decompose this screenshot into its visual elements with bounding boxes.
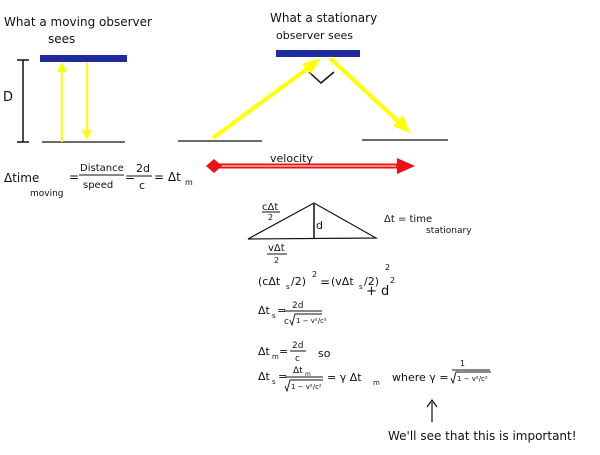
note-arrow-head <box>426 398 438 408</box>
triangle-bottom-den: 2 <box>274 256 279 265</box>
eq-moving-subscript: moving <box>30 189 64 199</box>
gamma-radical <box>450 371 491 385</box>
pyth-left: (cΔt <box>258 275 281 288</box>
tm-so: so <box>318 347 331 360</box>
ts-lhs: Δt <box>258 304 271 317</box>
tm-equals: = <box>279 345 288 358</box>
pyth-square-1: 2 <box>312 270 317 279</box>
light-ray-diagonal-down <box>328 56 403 126</box>
pyth-right: (vΔt <box>331 275 354 288</box>
tm-lhs-subscript: m <box>272 353 279 361</box>
moving-heading-line2: sees <box>48 32 75 46</box>
eq-delta-time: Δtime <box>4 171 39 185</box>
final-num-subscript: m <box>305 371 311 378</box>
importance-note: We'll see that this is important! <box>388 429 577 443</box>
where-gamma: where γ = <box>392 371 449 384</box>
time-definition-line1: Δt = time <box>384 214 432 225</box>
light-ray-diagonal-up <box>211 64 313 140</box>
final-den-root: 1 − v²/c² <box>291 383 322 391</box>
stationary-light-rays <box>211 56 410 140</box>
note-arrow <box>426 398 438 422</box>
tm-lhs: Δt <box>258 345 271 358</box>
gamma-den-root: 1 − v²/c² <box>457 375 488 383</box>
final-equals: = <box>278 370 287 383</box>
eq-equals-1: = <box>69 170 79 184</box>
pyth-right-close: /2) <box>364 275 379 288</box>
final-lhs-subscript: s <box>272 378 276 386</box>
distance-dimension: D <box>3 59 29 143</box>
eq-equals-2: = <box>125 170 135 184</box>
distance-label: D <box>3 90 13 105</box>
ts-radical <box>289 313 322 327</box>
pyth-equals: = <box>320 275 330 289</box>
velocity-arrow: velocity <box>206 152 415 174</box>
delta-ts-equation: Δt s = 2d c 1 − v²/c² <box>258 301 327 327</box>
delta-tm-equation: Δt m = 2d c so <box>258 341 331 364</box>
time-dilation-equation: Δt s = Δt m 1 − v²/c² = γ Δt m where γ =… <box>258 359 491 393</box>
pyth-right-subscript: s <box>359 283 363 291</box>
final-lhs: Δt <box>258 370 271 383</box>
ts-den-c: c <box>284 317 289 327</box>
tm-num: 2d <box>292 341 303 351</box>
pyth-left-subscript: s <box>286 283 290 291</box>
moving-light-rays <box>57 62 92 142</box>
velocity-label: velocity <box>270 152 313 165</box>
triangle-bottom-num: vΔt <box>268 243 285 254</box>
gamma-num: 1 <box>460 359 465 368</box>
stationary-mirror <box>276 50 360 57</box>
light-ray-down-head <box>82 130 92 140</box>
velocity-arrow-head <box>397 158 415 174</box>
moving-time-equation: Δtime moving = Distance speed = 2d c = Δ… <box>4 162 193 199</box>
pyth-left-close: /2) <box>291 275 306 288</box>
light-ray-diagonal-down-head <box>393 115 410 133</box>
stationary-heading-line1: What a stationary <box>270 11 377 25</box>
triangle-d: d <box>316 219 323 232</box>
ts-num: 2d <box>292 301 303 311</box>
final-gamma-subscript: m <box>373 379 380 387</box>
tm-den: c <box>295 354 300 364</box>
eq-2d: 2d <box>136 162 150 175</box>
final-num: Δt <box>293 366 303 376</box>
pyth-square-3: 2 <box>390 276 395 285</box>
velocity-arrow-tail <box>206 159 222 173</box>
light-ray-diagonal-up-head <box>302 58 321 74</box>
eq-speed: speed <box>83 180 113 191</box>
reflection-angle-marker <box>308 71 335 84</box>
triangle-outline <box>247 202 379 240</box>
pyth-square-2: 2 <box>385 263 390 272</box>
time-definition-line2: stationary <box>426 226 472 236</box>
eq-c: c <box>139 179 145 192</box>
ts-equals: = <box>277 304 286 317</box>
eq-result-subscript: m <box>185 178 193 187</box>
final-radical <box>284 379 323 393</box>
triangle-top-num: cΔt <box>262 202 278 213</box>
triangle-top-den: 2 <box>268 213 273 222</box>
moving-mirror <box>40 55 127 62</box>
pyth-plus-d: + d <box>366 284 389 299</box>
ts-den-root: 1 − v²/c² <box>296 317 327 325</box>
stationary-heading-line2: observer sees <box>276 29 353 42</box>
final-gamma: = γ Δt <box>327 371 362 384</box>
eq-distance: Distance <box>80 163 124 174</box>
pythagoras-equation: (cΔt s /2) 2 = (vΔt s /2) 2 + d 2 <box>258 263 395 299</box>
light-ray-up-head <box>57 62 67 72</box>
ts-lhs-subscript: s <box>272 312 276 320</box>
moving-heading-line1: What a moving observer <box>4 15 152 29</box>
geometry-triangle: cΔt 2 d vΔt 2 Δt = time stationary <box>247 202 472 265</box>
eq-result: = Δt <box>154 170 181 184</box>
